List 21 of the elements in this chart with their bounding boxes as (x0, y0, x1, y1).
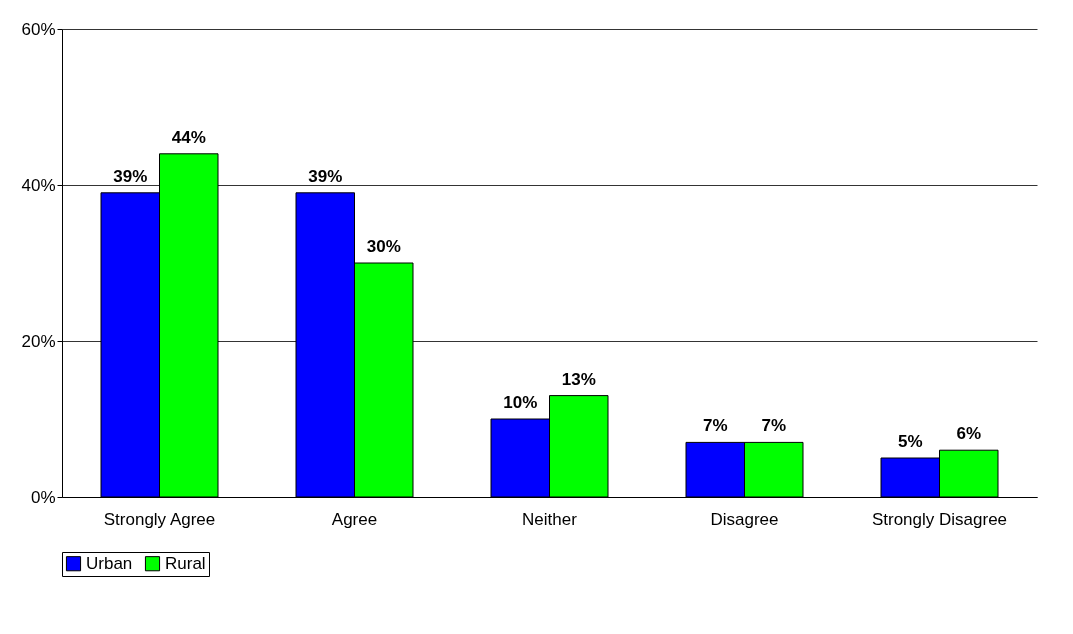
legend-label: Rural (165, 553, 206, 573)
y-tick-label: 0% (30, 487, 56, 507)
data-label: 5% (897, 432, 923, 451)
data-label: 6% (956, 424, 982, 444)
x-tick-label: Strongly Disagree (871, 509, 1008, 529)
data-label: 44% (171, 127, 206, 147)
data-label: 7% (761, 416, 787, 436)
x-tick-label: Neither (522, 509, 578, 529)
data-label: 7% (702, 416, 728, 436)
data-label: 39% (308, 166, 343, 186)
y-tick-label: 60% (21, 19, 56, 39)
y-tick-label: 20% (21, 331, 56, 351)
data-label: 30% (366, 237, 401, 256)
x-tick-label: Strongly Agree (103, 509, 216, 529)
x-tick-label: Agree (331, 509, 378, 529)
data-label: 13% (561, 369, 596, 389)
y-tick-label: 40% (21, 175, 56, 195)
x-tick-label: Disagree (710, 509, 779, 529)
legend-label: Urban (86, 553, 133, 573)
data-label: 10% (503, 393, 538, 412)
data-label: 39% (113, 166, 148, 186)
